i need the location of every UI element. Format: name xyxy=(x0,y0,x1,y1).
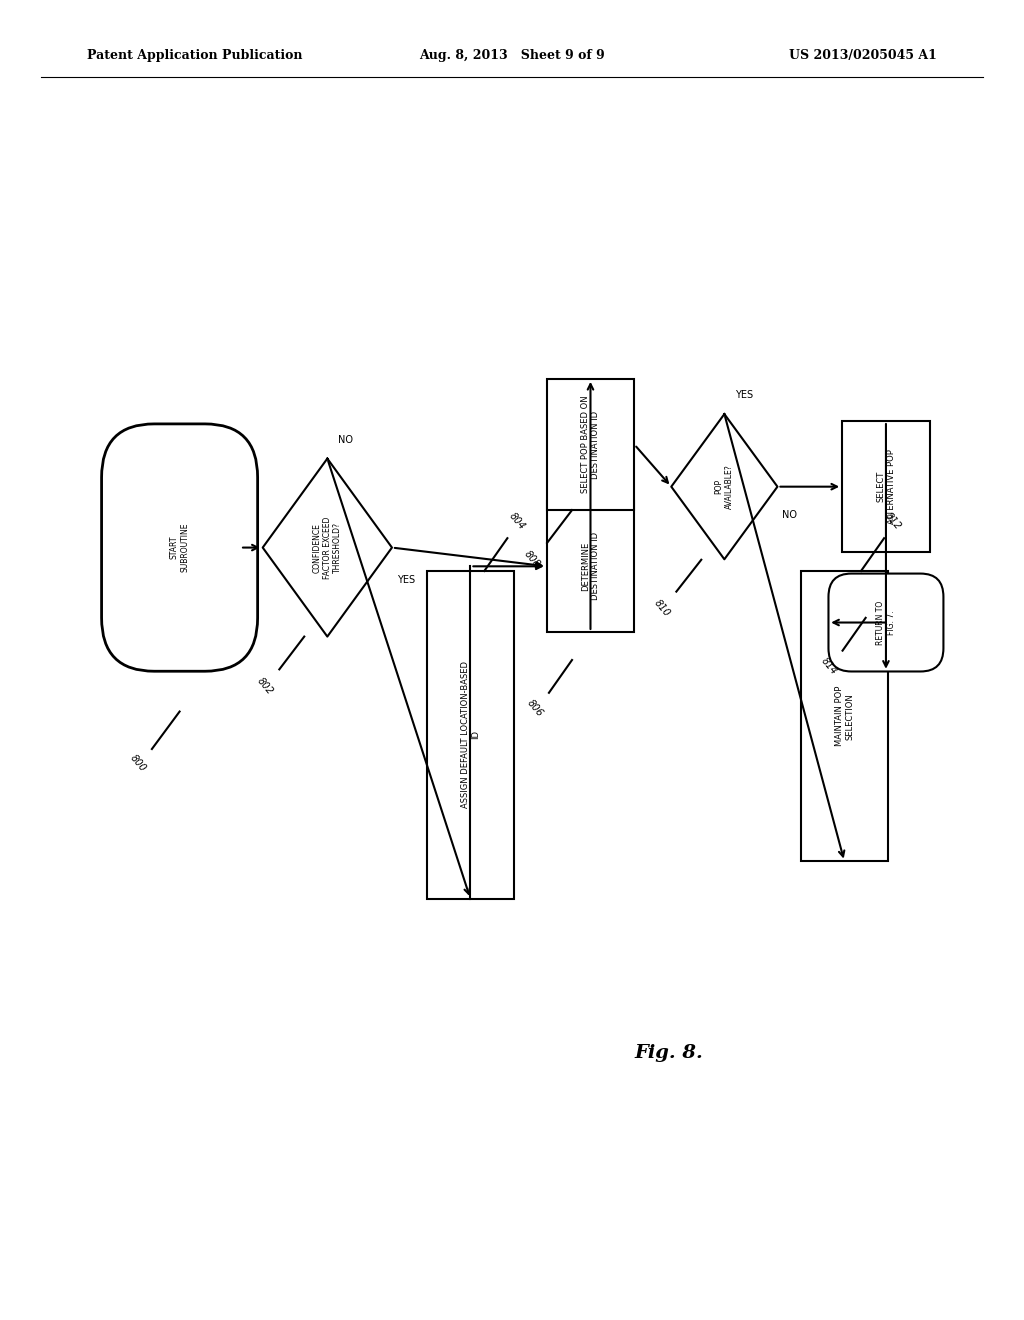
Text: 806: 806 xyxy=(525,698,545,719)
Text: 808: 808 xyxy=(522,549,542,570)
Text: POP
AVAILABLE?: POP AVAILABLE? xyxy=(715,465,734,510)
Text: 814: 814 xyxy=(819,656,839,677)
Text: SELECT
ALTERNATIVE POP: SELECT ALTERNATIVE POP xyxy=(877,449,896,524)
FancyBboxPatch shape xyxy=(828,574,943,672)
Text: Aug. 8, 2013   Sheet 9 of 9: Aug. 8, 2013 Sheet 9 of 9 xyxy=(419,49,605,62)
Text: NO: NO xyxy=(338,434,353,445)
Text: 800: 800 xyxy=(128,752,147,774)
Bar xyxy=(547,500,634,632)
Text: RETURN TO
FIG. 7.: RETURN TO FIG. 7. xyxy=(877,601,896,644)
Text: US 2013/0205045 A1: US 2013/0205045 A1 xyxy=(788,49,937,62)
Text: 812: 812 xyxy=(884,511,903,532)
Bar xyxy=(547,379,634,510)
Bar xyxy=(427,572,514,899)
Text: CONFIDENCE
FACTOR EXCEED
THRESHOLD?: CONFIDENCE FACTOR EXCEED THRESHOLD? xyxy=(312,516,342,578)
Text: YES: YES xyxy=(735,391,754,400)
Bar xyxy=(842,421,930,552)
Text: SELECT POP BASED ON
DESTINATION ID: SELECT POP BASED ON DESTINATION ID xyxy=(581,396,600,494)
Text: YES: YES xyxy=(396,576,415,585)
Bar xyxy=(801,572,888,862)
FancyBboxPatch shape xyxy=(101,424,258,672)
Text: Patent Application Publication: Patent Application Publication xyxy=(87,49,303,62)
Text: 804: 804 xyxy=(507,511,526,532)
Text: START
SUBROUTINE: START SUBROUTINE xyxy=(170,523,189,573)
Text: Fig. 8.: Fig. 8. xyxy=(635,1044,703,1063)
Polygon shape xyxy=(263,458,392,636)
Polygon shape xyxy=(672,414,777,560)
Text: NO: NO xyxy=(782,510,797,520)
Text: MAINTAIN POP
SELECTION: MAINTAIN POP SELECTION xyxy=(835,686,854,746)
Text: 802: 802 xyxy=(255,676,274,697)
Text: ASSIGN DEFAULT LOCATION-BASED
ID: ASSIGN DEFAULT LOCATION-BASED ID xyxy=(461,661,480,808)
Text: 810: 810 xyxy=(651,598,672,619)
Text: DETERMINE
DESTINATION ID: DETERMINE DESTINATION ID xyxy=(581,532,600,601)
